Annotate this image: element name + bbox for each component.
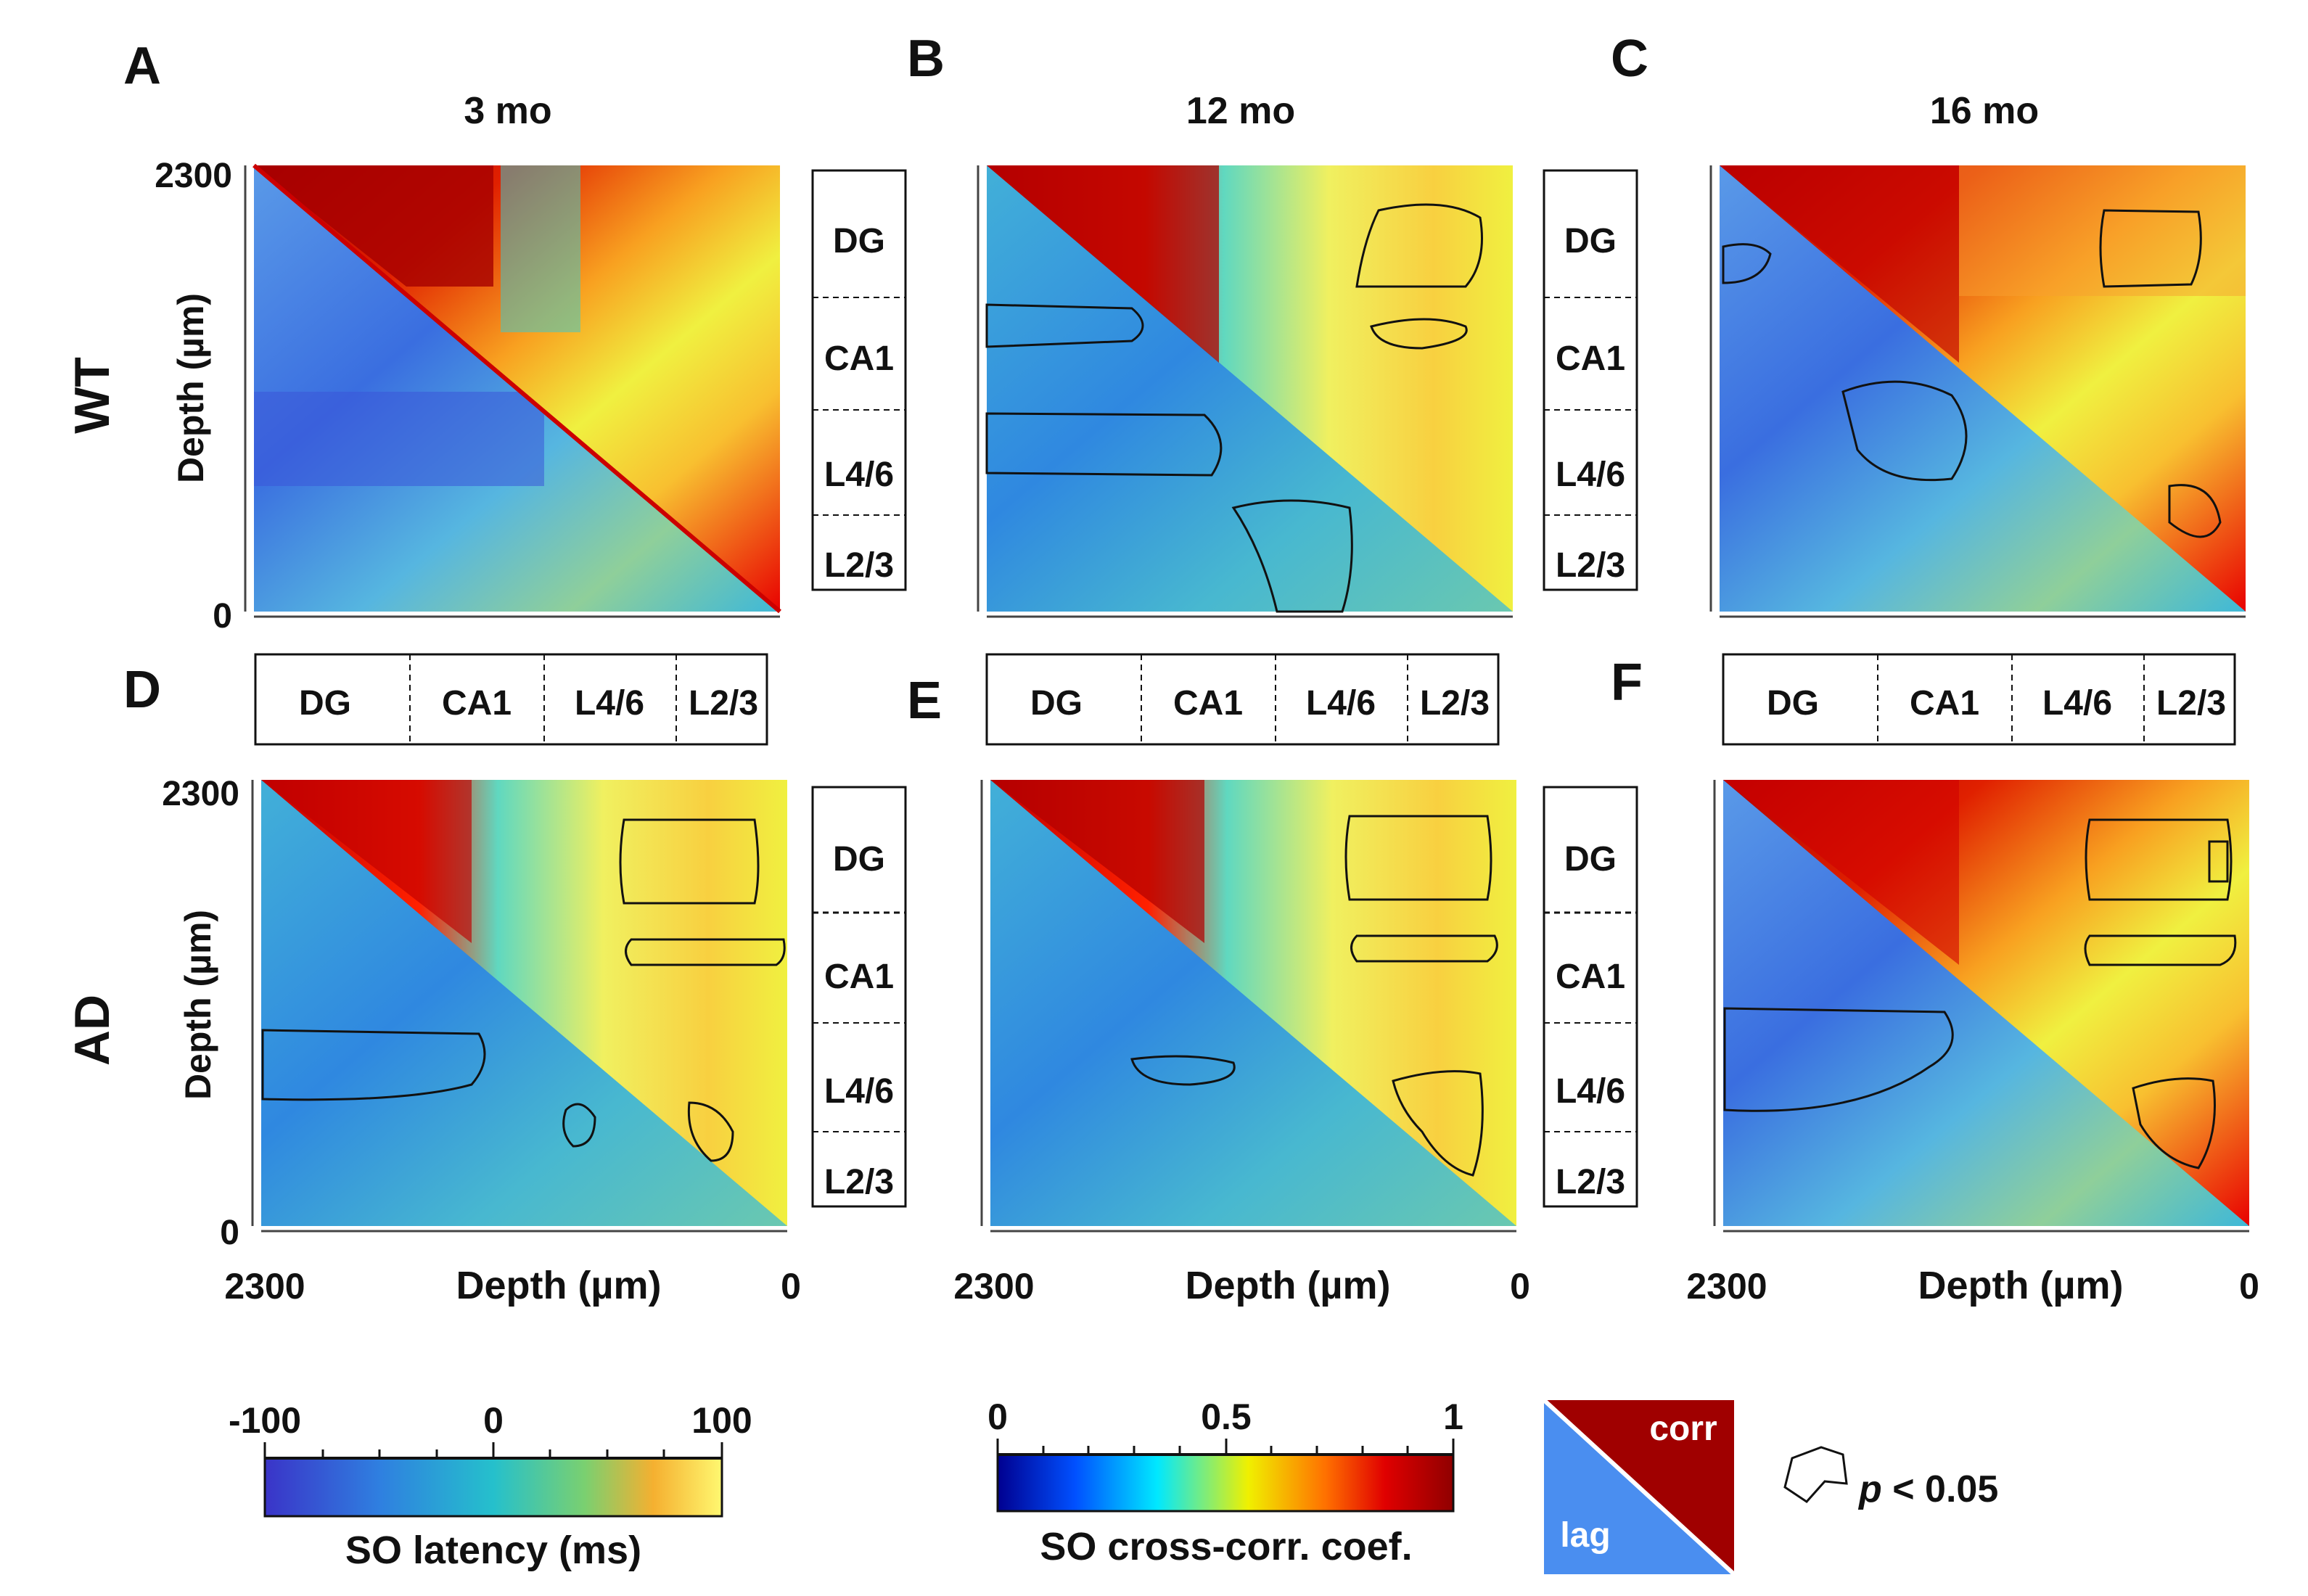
region-l46: L4/6 bbox=[1556, 1072, 1625, 1111]
region-box-horizontal-3: DG CA1 L4/6 L2/3 bbox=[1722, 653, 2236, 746]
x-axis-title-2: Depth (µm) bbox=[1185, 1264, 1390, 1307]
y-tick-bottom-0: 0 bbox=[220, 1214, 239, 1252]
region-l23: L2/3 bbox=[2156, 684, 2226, 723]
row-label-ad: AD bbox=[65, 995, 120, 1066]
region-ca1: CA1 bbox=[1910, 684, 1979, 723]
heatmap-panel-a bbox=[244, 163, 781, 618]
column-title-12mo: 12 mo bbox=[1186, 90, 1295, 132]
p-symbol: p bbox=[1857, 1468, 1882, 1510]
region-ca1: CA1 bbox=[1556, 958, 1625, 996]
heatmap-panel-e bbox=[980, 780, 1516, 1233]
region-l23: L2/3 bbox=[824, 546, 894, 585]
x-axis-title-1: Depth (µm) bbox=[456, 1264, 661, 1307]
heatmap-panel-f bbox=[1713, 780, 2249, 1233]
y-axis-title-top: Depth (µm) bbox=[171, 293, 211, 483]
region-box-vertical-top-1: DG CA1 L4/6 L2/3 bbox=[811, 169, 907, 591]
triangle-lag-label: lag bbox=[1560, 1516, 1610, 1555]
corr-colorbar: 0 0.5 1 SO cross-corr. coef. bbox=[987, 1396, 1463, 1568]
p-value-label: p < 0.05 bbox=[1857, 1468, 1998, 1510]
region-box-vertical-bottom-1: DG CA1 L4/6 L2/3 bbox=[811, 786, 907, 1208]
region-box-horizontal-2: DG CA1 L4/6 L2/3 bbox=[985, 653, 1500, 746]
row-label-wt: WT bbox=[65, 357, 120, 434]
region-box-vertical-top-2: DG CA1 L4/6 L2/3 bbox=[1543, 169, 1638, 591]
panel-letter-f: F bbox=[1611, 654, 1643, 712]
contour-icon bbox=[1783, 1446, 1848, 1503]
region-l23: L2/3 bbox=[689, 684, 758, 723]
region-l46: L4/6 bbox=[824, 456, 894, 494]
p-threshold: < 0.05 bbox=[1882, 1468, 1998, 1510]
corr-legend-label: SO cross-corr. coef. bbox=[1040, 1525, 1412, 1568]
x-axis-title-3: Depth (µm) bbox=[1918, 1264, 2123, 1307]
column-title-3mo: 3 mo bbox=[464, 90, 551, 132]
region-l23: L2/3 bbox=[1556, 1163, 1625, 1201]
region-ca1: CA1 bbox=[1173, 684, 1243, 723]
region-dg: DG bbox=[1767, 684, 1819, 723]
y-tick-top-2300: 2300 bbox=[155, 157, 232, 195]
corr-tick-1: 1 bbox=[1443, 1396, 1463, 1437]
x-tick-0-b: 0 bbox=[1510, 1266, 1530, 1307]
significance-legend: p < 0.05 bbox=[1783, 1446, 1998, 1510]
region-l46: L4/6 bbox=[1556, 456, 1625, 494]
region-box-vertical-bottom-2: DG CA1 L4/6 L2/3 bbox=[1543, 786, 1638, 1208]
y-tick-bottom-2300: 2300 bbox=[162, 775, 239, 813]
x-tick-0-c: 0 bbox=[2239, 1266, 2259, 1307]
latency-tick-neg100: -100 bbox=[229, 1400, 301, 1441]
heatmap-panel-c bbox=[1709, 165, 2246, 618]
panel-letter-e: E bbox=[907, 672, 942, 730]
triangle-legend: corr lag bbox=[1542, 1398, 1736, 1576]
panel-letter-c: C bbox=[1611, 30, 1648, 88]
panel-letter-b: B bbox=[907, 30, 945, 88]
x-tick-2300-a: 2300 bbox=[224, 1266, 305, 1307]
x-tick-2300-c: 2300 bbox=[1686, 1266, 1767, 1307]
region-l23: L2/3 bbox=[824, 1163, 894, 1201]
region-ca1: CA1 bbox=[824, 958, 894, 996]
region-dg: DG bbox=[299, 684, 351, 723]
triangle-corr-label: corr bbox=[1649, 1410, 1717, 1448]
region-dg: DG bbox=[1030, 684, 1083, 723]
region-l23: L2/3 bbox=[1556, 546, 1625, 585]
x-tick-2300-b: 2300 bbox=[953, 1266, 1034, 1307]
latency-tick-0: 0 bbox=[483, 1400, 504, 1441]
panel-letter-d: D bbox=[123, 661, 161, 719]
region-l46: L4/6 bbox=[824, 1072, 894, 1111]
y-tick-top-0: 0 bbox=[213, 597, 232, 635]
latency-tick-100: 100 bbox=[691, 1400, 752, 1441]
latency-legend-label: SO latency (ms) bbox=[345, 1529, 641, 1572]
latency-colorbar: -100 0 100 SO latency (ms) bbox=[229, 1400, 752, 1572]
panel-letter-a: A bbox=[123, 37, 161, 95]
column-title-16mo: 16 mo bbox=[1930, 90, 2039, 132]
x-tick-0-a: 0 bbox=[781, 1266, 801, 1307]
region-l23: L2/3 bbox=[1420, 684, 1490, 723]
region-dg: DG bbox=[1564, 222, 1617, 260]
region-ca1: CA1 bbox=[1556, 340, 1625, 378]
region-ca1: CA1 bbox=[824, 340, 894, 378]
corr-tick-0: 0 bbox=[987, 1396, 1008, 1437]
region-l46: L4/6 bbox=[1306, 684, 1376, 723]
region-dg: DG bbox=[1564, 840, 1617, 879]
heatmap-panel-b bbox=[977, 165, 1513, 618]
region-l46: L4/6 bbox=[575, 684, 644, 723]
region-l46: L4/6 bbox=[2042, 684, 2112, 723]
region-box-horizontal-1: DG CA1 L4/6 L2/3 bbox=[254, 653, 768, 746]
y-axis-title-bottom: Depth (µm) bbox=[178, 910, 218, 1100]
heatmap-panel-d bbox=[251, 780, 787, 1233]
region-ca1: CA1 bbox=[442, 684, 512, 723]
corr-tick-0-5: 0.5 bbox=[1201, 1396, 1252, 1437]
region-dg: DG bbox=[833, 840, 885, 879]
region-dg: DG bbox=[833, 222, 885, 260]
